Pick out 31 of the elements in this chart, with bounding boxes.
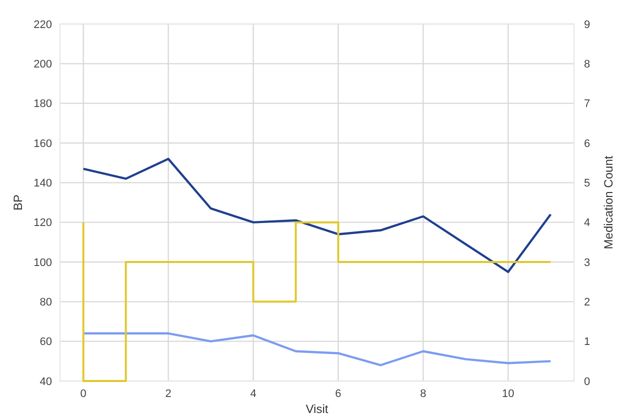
y2-tick-label: 7 xyxy=(584,98,590,110)
y2-tick-label: 0 xyxy=(584,376,590,388)
y-tick-label: 40 xyxy=(40,376,52,388)
y-tick-label: 100 xyxy=(34,256,52,269)
y-tick-label: 200 xyxy=(34,58,52,71)
y2-tick-label: 5 xyxy=(584,178,590,190)
y2-tick-label: 6 xyxy=(584,138,590,150)
x-tick-label: 4 xyxy=(250,388,256,400)
y-tick-label: 180 xyxy=(34,98,52,110)
y2-axis-title: Medication Count xyxy=(601,155,616,250)
y-tick-label: 60 xyxy=(40,336,52,348)
y-tick-label: 120 xyxy=(34,217,52,230)
x-tick-label: 0 xyxy=(80,388,86,400)
x-axis-title: Visit xyxy=(306,402,329,416)
line-series xyxy=(82,158,552,274)
y2-tick-label: 3 xyxy=(584,256,590,269)
x-tick-label: 8 xyxy=(420,388,426,400)
x-tick-label: 2 xyxy=(165,388,172,400)
y2-tick-label: 2 xyxy=(584,296,590,309)
y-tick-label: 80 xyxy=(40,296,52,309)
y-tick-label: 220 xyxy=(34,18,52,31)
line-series xyxy=(82,332,552,366)
y2-tick-label: 4 xyxy=(584,217,590,230)
y2-tick-label: 9 xyxy=(584,18,590,31)
x-tick-label: 6 xyxy=(335,388,342,400)
y-axis-title: BP xyxy=(11,194,25,211)
y-tick-label: 140 xyxy=(34,178,52,190)
y2-tick-label: 1 xyxy=(584,336,590,348)
y-tick-label: 160 xyxy=(34,138,52,150)
x-tick-label: 10 xyxy=(502,388,514,400)
y2-tick-label: 8 xyxy=(584,58,590,71)
